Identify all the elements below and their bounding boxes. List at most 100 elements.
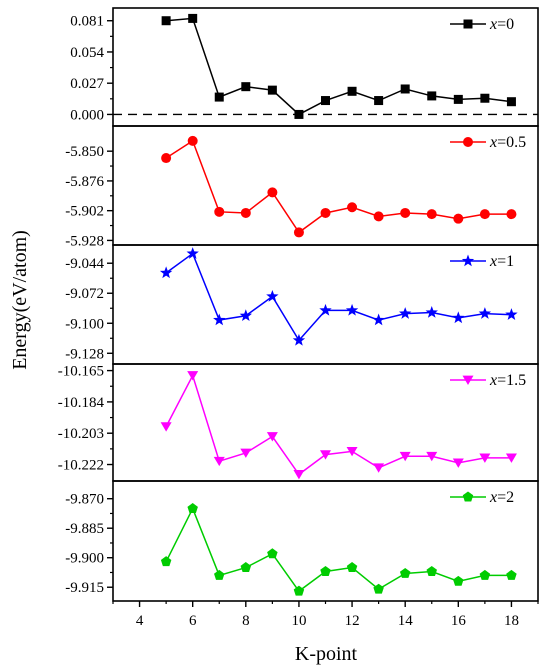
data-point [187, 135, 198, 146]
data-point [266, 289, 279, 302]
y-tick-label: -9.044 [65, 256, 104, 272]
data-point [505, 308, 518, 320]
data-point [188, 13, 198, 23]
data-point [372, 313, 385, 326]
data-point [506, 209, 517, 220]
data-point [267, 548, 278, 559]
legend-variable: x [489, 372, 497, 389]
legend-value: =0 [497, 16, 514, 33]
data-point [346, 446, 358, 457]
x-tick-label: 16 [451, 613, 467, 629]
y-tick-label: -10.203 [58, 426, 104, 442]
y-tick-label: -5.902 [65, 204, 104, 220]
legend-marker [463, 137, 473, 147]
y-tick-label: 0.027 [70, 76, 104, 92]
data-point [506, 569, 517, 580]
data-point [240, 562, 252, 573]
x-axis-title: K-point [295, 643, 358, 665]
legend-marker [461, 254, 475, 267]
data-point [320, 207, 331, 218]
y-tick-label: -5.850 [65, 144, 104, 160]
data-point [453, 575, 464, 586]
data-point [478, 307, 492, 319]
data-point [159, 266, 173, 279]
data-point [213, 456, 225, 467]
data-point [373, 463, 385, 473]
data-point [400, 84, 410, 94]
data-point [241, 82, 251, 92]
data-point [373, 211, 384, 222]
data-point [347, 86, 357, 96]
data-point [267, 85, 277, 95]
data-point [320, 450, 331, 460]
data-point [426, 565, 437, 576]
data-point [266, 432, 278, 442]
legend-label: x=1.5 [489, 372, 526, 389]
legend: x=2 [450, 489, 514, 506]
y-tick-label: -9.870 [65, 492, 104, 508]
legend-label: x=0 [489, 16, 514, 33]
y-tick-label: -10.222 [58, 458, 104, 474]
data-point [505, 453, 517, 463]
data-point [187, 503, 198, 513]
data-point [293, 585, 305, 596]
legend-label: x=2 [489, 489, 514, 506]
data-point [427, 91, 437, 101]
data-point [161, 153, 172, 164]
data-point [345, 303, 359, 316]
x-tick-label: 8 [242, 613, 250, 629]
y-tick-label: -9.885 [65, 521, 104, 537]
legend-marker [462, 491, 474, 502]
data-point [293, 227, 304, 238]
legend-value: =1 [497, 253, 514, 270]
data-point [239, 309, 252, 322]
data-point [479, 569, 491, 580]
panel-5: -9.870 -9.885 -9.900 -9.915 x=2 [65, 480, 539, 602]
data-point [319, 303, 332, 316]
data-point [161, 16, 171, 26]
panel-frame [112, 7, 539, 127]
data-point [399, 307, 412, 319]
data-point [399, 451, 411, 462]
legend-marker [463, 19, 473, 29]
y-tick-label: -9.100 [65, 316, 104, 332]
data-point [479, 453, 491, 463]
legend-value: =0.5 [497, 134, 526, 151]
data-point [400, 207, 411, 218]
y-tick-label: 0.081 [70, 14, 104, 30]
legend: x=1 [450, 253, 514, 270]
data-point [426, 451, 438, 462]
legend-value: =2 [497, 489, 514, 506]
legend-marker [462, 375, 474, 385]
y-axis-title: Energy(eV/atom) [9, 230, 31, 370]
data-point [240, 448, 252, 458]
y-tick-label: -9.128 [65, 346, 104, 362]
data-point [453, 213, 464, 224]
x-tick-label: 12 [345, 613, 360, 629]
data-point [373, 583, 384, 594]
y-tick-label: -5.928 [65, 233, 104, 249]
panel-frame [112, 125, 539, 246]
data-point [452, 458, 464, 468]
panel-4: -10.165 -10.184 -10.203 -10.222 x=1.5 [58, 363, 539, 482]
data-point [186, 247, 199, 259]
data-point [187, 371, 199, 381]
data-point [294, 109, 304, 119]
data-point [506, 97, 516, 107]
x-tick-label: 10 [291, 613, 306, 629]
y-tick-label: -9.072 [65, 286, 104, 302]
legend-value: =1.5 [497, 372, 526, 389]
x-tick-label: 4 [136, 613, 144, 629]
panel-2: -5.850 -5.876 -5.902 -5.928 x=0.5 [65, 125, 539, 249]
data-point [214, 206, 225, 217]
data-point [213, 313, 226, 326]
y-tick-label: 0.054 [70, 45, 104, 61]
y-tick-label: 0.000 [70, 107, 104, 123]
legend-label: x=0.5 [489, 134, 526, 151]
data-point [452, 311, 465, 324]
data-point [347, 202, 358, 213]
data-point [480, 93, 490, 103]
data-point [399, 567, 411, 578]
